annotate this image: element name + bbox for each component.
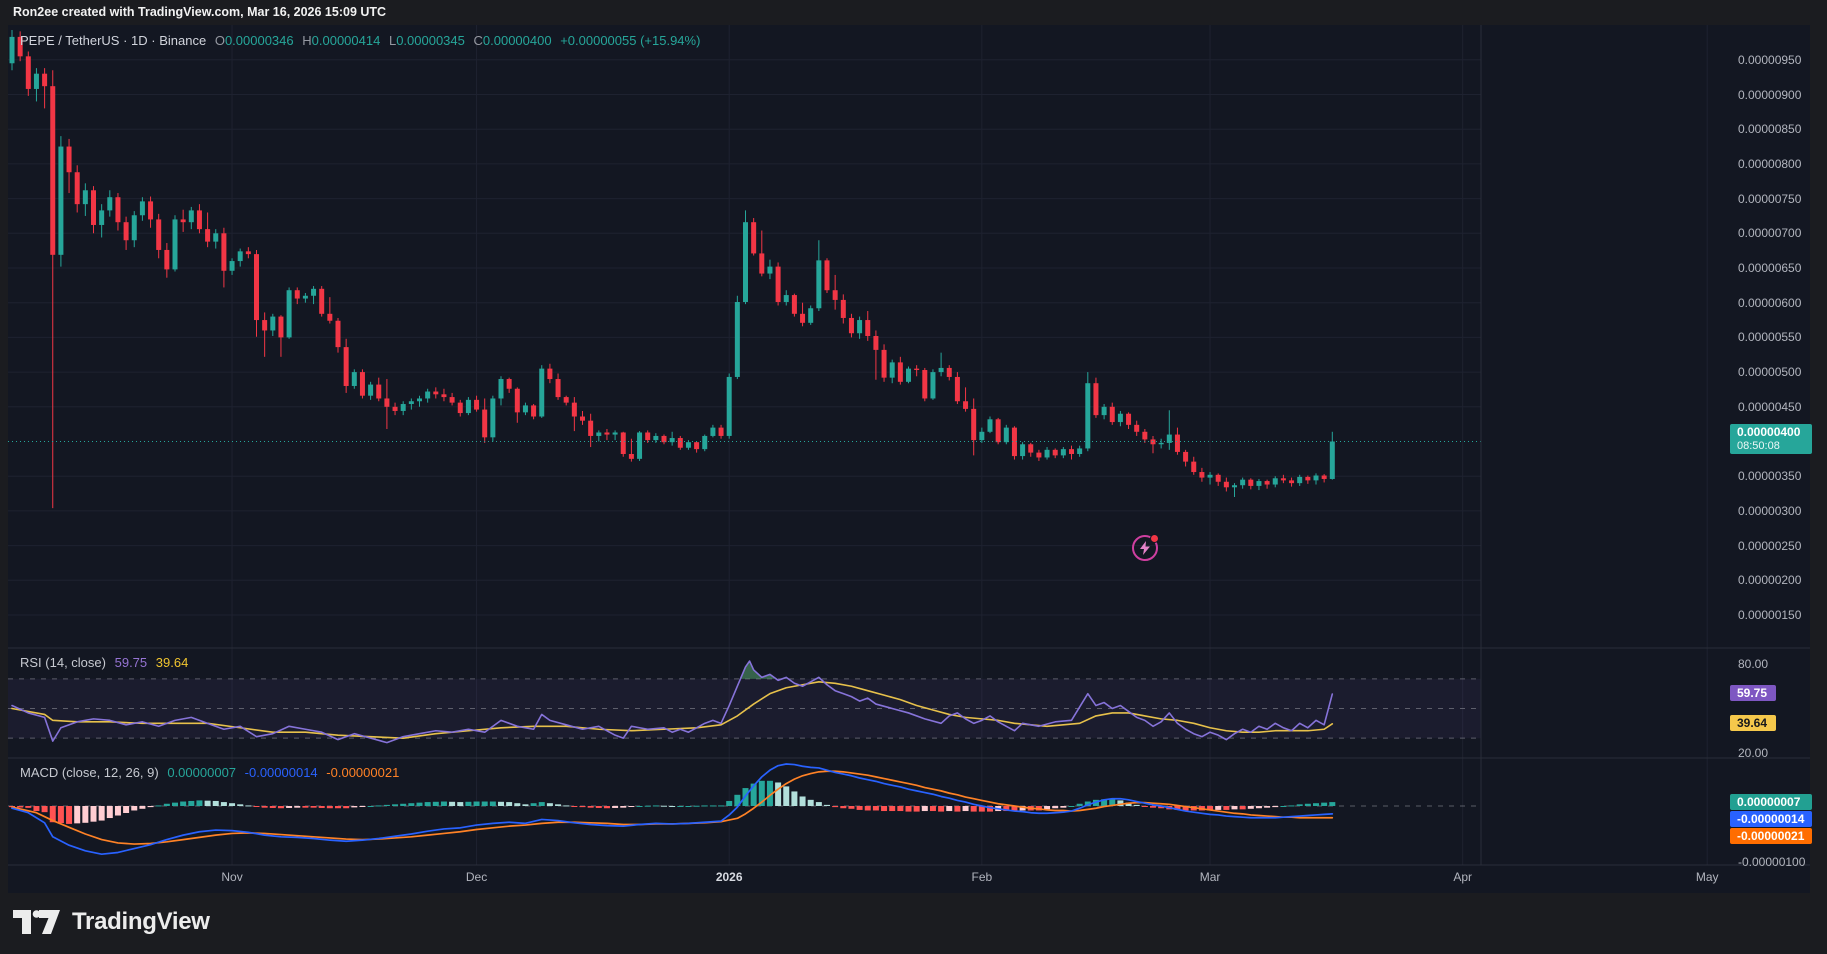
price-axis-label: 0.00000200 bbox=[1738, 573, 1802, 588]
rsi-ma-value: 39.64 bbox=[155, 655, 189, 670]
macd-signal-badge: -0.00000021 bbox=[1730, 828, 1812, 844]
macd-hist-badge: 0.00000007 bbox=[1730, 794, 1812, 810]
price-axis-label: 0.00000750 bbox=[1738, 191, 1802, 206]
tradingview-logo-icon bbox=[13, 910, 60, 934]
time-axis-label: Nov bbox=[221, 870, 243, 884]
time-axis-label: 2026 bbox=[715, 870, 743, 884]
notification-dot bbox=[1150, 534, 1159, 543]
macd-hist-value: 0.00000007 bbox=[167, 765, 237, 780]
rsi-ma-badge: 39.64 bbox=[1730, 715, 1776, 731]
open-label: O bbox=[214, 33, 225, 48]
rsi-value-badge: 59.75 bbox=[1730, 685, 1776, 701]
price-axis-label: 0.00000800 bbox=[1738, 156, 1802, 171]
price-axis-label: 0.00000300 bbox=[1738, 503, 1802, 518]
price-axis-label: 0.00000450 bbox=[1738, 399, 1802, 414]
close-label: C bbox=[473, 33, 483, 48]
price-axis-label: 0.00000250 bbox=[1738, 538, 1802, 553]
high-value: 0.00000414 bbox=[311, 33, 381, 48]
price-axis-label: 0.00000150 bbox=[1738, 608, 1802, 622]
symbol-title: PEPE / TetherUS · 1D · Binance bbox=[20, 33, 207, 48]
high-label: H bbox=[302, 33, 312, 48]
price-axis-label: 0.00000850 bbox=[1738, 122, 1802, 137]
open-value: 0.00000346 bbox=[224, 33, 294, 48]
low-label: L bbox=[388, 33, 397, 48]
price-badge-value: 0.00000400 bbox=[1737, 425, 1801, 439]
price-axis-label: 0.00000700 bbox=[1738, 226, 1802, 241]
price-axis-label: 0.00000600 bbox=[1738, 295, 1802, 310]
macd-title: MACD (close, 12, 26, 9) bbox=[20, 765, 159, 780]
time-axis-label: May bbox=[1695, 870, 1719, 884]
rsi-axis-label: 80.00 bbox=[1738, 657, 1769, 671]
rsi-title: RSI (14, close) bbox=[20, 655, 106, 670]
price-axis-label: 0.00000500 bbox=[1738, 365, 1802, 380]
footer-bar bbox=[0, 893, 1827, 954]
price-axis-label: 0.00000550 bbox=[1738, 330, 1802, 345]
time-axis-label: Mar bbox=[1199, 870, 1221, 884]
macd-line-badge: -0.00000014 bbox=[1730, 811, 1812, 827]
attribution-text: Ron2ee created with TradingView.com, Mar… bbox=[13, 5, 387, 19]
macd-line-value: -0.00000014 bbox=[244, 765, 318, 780]
lightning-icon bbox=[1140, 541, 1150, 555]
chart-area[interactable]: PEPE / TetherUS · 1D · Binance O0.000003… bbox=[8, 25, 1812, 893]
low-value: 0.00000345 bbox=[396, 33, 465, 48]
macd-axis-label: -0.00000100 bbox=[1738, 855, 1806, 869]
close-value: 0.00000400 bbox=[482, 33, 552, 48]
price-axis-label: 0.00000650 bbox=[1738, 261, 1802, 275]
macd-legend[interactable]: MACD (close, 12, 26, 9) 0.00000007 -0.00… bbox=[20, 765, 404, 780]
price-axis-label: 0.00000350 bbox=[1738, 469, 1802, 484]
time-axis-label: Apr bbox=[1453, 870, 1473, 884]
chart-canvas[interactable] bbox=[8, 25, 1810, 893]
tradingview-logo[interactable]: TradingView bbox=[13, 907, 210, 937]
time-axis-label: Feb bbox=[971, 870, 993, 884]
countdown-timer: 08:50:08 bbox=[1737, 440, 1780, 452]
attribution-bar: Ron2ee created with TradingView.com, Mar… bbox=[0, 0, 1827, 25]
time-axis-label: Dec bbox=[465, 870, 488, 884]
lightning-button[interactable] bbox=[1132, 534, 1159, 561]
symbol-legend[interactable]: PEPE / TetherUS · 1D · Binance O0.000003… bbox=[20, 33, 705, 48]
price-axis-label: 0.00000950 bbox=[1738, 52, 1802, 67]
price-badge: 0.00000400 08:50:08 bbox=[1730, 424, 1812, 454]
price-axis-label: 0.00000900 bbox=[1738, 87, 1802, 102]
rsi-value: 59.75 bbox=[114, 655, 148, 670]
macd-signal-value: -0.00000021 bbox=[326, 765, 400, 780]
change-value: +0.00000055 (+15.94%) bbox=[560, 33, 701, 48]
rsi-axis-label: 20.00 bbox=[1738, 745, 1769, 760]
tradingview-wordmark: TradingView bbox=[72, 908, 210, 935]
rsi-legend[interactable]: RSI (14, close) 59.75 39.64 bbox=[20, 655, 193, 670]
